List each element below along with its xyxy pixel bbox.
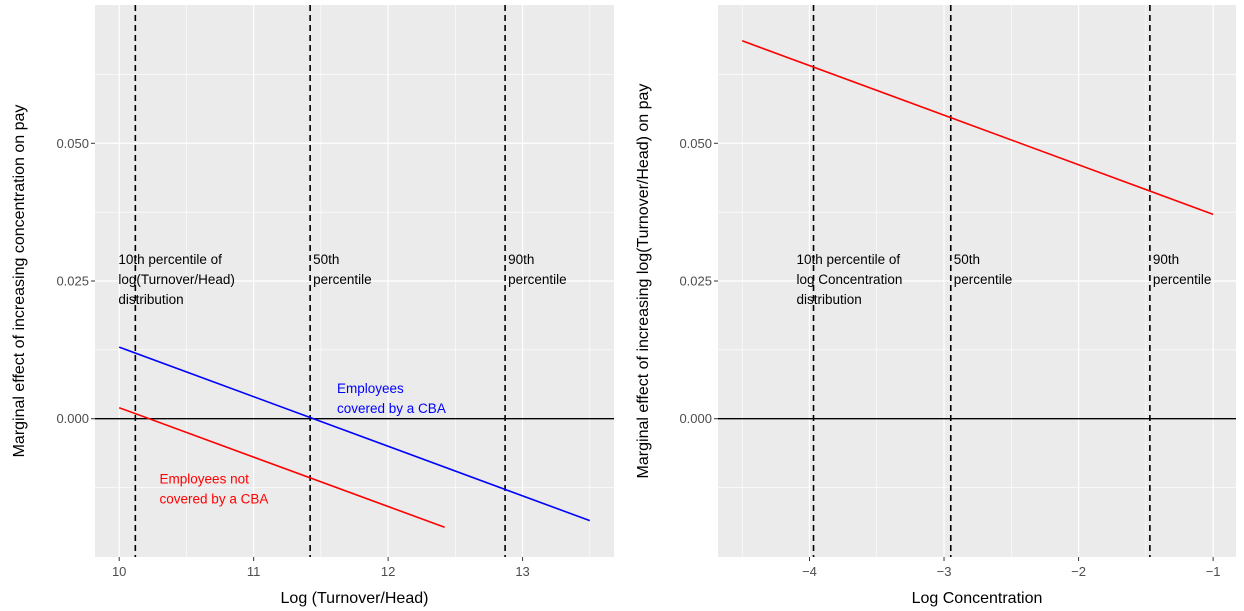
y-tick-label: 0.050: [679, 136, 712, 151]
percentile-label-line: 10th percentile of: [118, 252, 222, 267]
y-axis-title: Marginal effect of increasing concentrat…: [11, 105, 28, 458]
percentile-label-line: 90th: [508, 252, 534, 267]
y-axis-title: Marginal effect of increasing log(Turnov…: [635, 84, 652, 479]
percentile-label-line: 10th percentile of: [797, 252, 901, 267]
percentile-label-line: percentile: [313, 272, 372, 287]
y-tick-label: 0.025: [679, 274, 712, 289]
percentile-label-line: log(Turnover/Head): [118, 272, 235, 287]
series-annotation-line: Employees: [337, 381, 404, 396]
percentile-label-line: log Concentration: [797, 272, 903, 287]
x-tick-label: 13: [515, 564, 529, 579]
percentile-label: 90th percentile: [508, 252, 567, 287]
percentile-label-line: percentile: [1153, 272, 1212, 287]
x-tick-label: 12: [381, 564, 395, 579]
x-axis-title: Log (Turnover/Head): [281, 590, 429, 607]
percentile-label-line: 90th: [1153, 252, 1179, 267]
y-tick-label: 0.050: [56, 136, 89, 151]
series-annotation: Employees not covered by a CBA: [160, 472, 269, 507]
percentile-label: 50th percentile: [313, 252, 372, 287]
series-line-2: [118, 406, 445, 529]
x-tick-label: −4: [802, 564, 817, 579]
percentile-label: 10th percentile of log Concentration distr…: [797, 252, 903, 307]
series-annotation-line: covered by a CBA: [160, 492, 269, 507]
percentile-label: 90th percentile: [1153, 252, 1212, 287]
series-annotation-line: Employees not: [160, 472, 250, 487]
x-tick-label: 10: [112, 564, 126, 579]
y-tick-label: 0.025: [56, 274, 89, 289]
series-line-1: [118, 346, 591, 522]
y-tick-label: 0.000: [56, 411, 89, 426]
x-tick-label: −3: [937, 564, 952, 579]
percentile-label-line: 50th: [954, 252, 980, 267]
x-axis-title: Log Concentration: [912, 590, 1043, 607]
y-tick-label: 0.000: [679, 411, 712, 426]
percentile-label-line: distribution: [118, 292, 183, 307]
percentile-label-line: 50th: [313, 252, 339, 267]
panel-1: 10 11 12 13 0.000 0.025 0.050 10th percentile o…: [11, 5, 614, 607]
series-annotation: Employees covered by a CBA: [337, 381, 446, 416]
x-tick-label: −1: [1206, 564, 1221, 579]
panel-2: −4 −3 −2 −1 0.000 0.025 0.050 10th percentile o…: [635, 5, 1236, 607]
percentile-label: 50th percentile: [954, 252, 1013, 287]
series-annotation-line: covered by a CBA: [337, 401, 446, 416]
x-tick-label: −2: [1071, 564, 1086, 579]
percentile-label-line: distribution: [797, 292, 862, 307]
percentile-label-line: percentile: [954, 272, 1013, 287]
series-line-1: [741, 40, 1214, 216]
percentile-label-line: percentile: [508, 272, 567, 287]
percentile-label: 10th percentile of log(Turnover/Head) dist…: [118, 252, 235, 307]
x-tick-label: 11: [247, 564, 261, 579]
